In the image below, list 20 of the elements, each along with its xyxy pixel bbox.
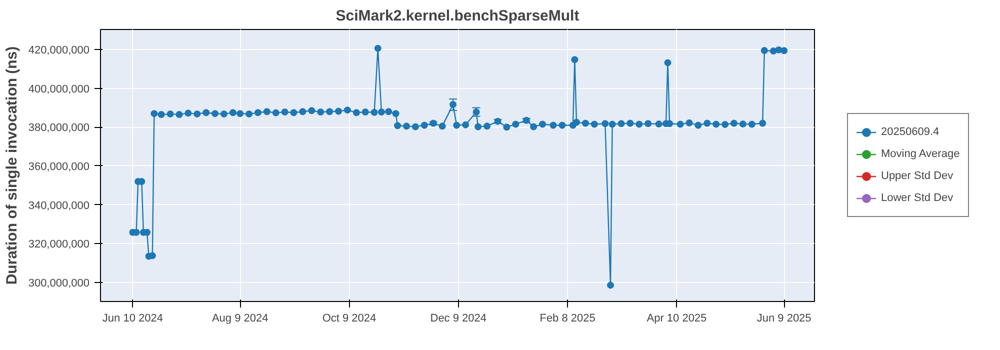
legend-label: Lower Std Dev: [881, 192, 954, 204]
x-tick-label: Jun 10 2024: [102, 312, 163, 324]
x-tick-label: Oct 9 2024: [322, 312, 376, 324]
y-tick-label: 320,000,000: [28, 238, 90, 251]
y-tick-label: 380,000,000: [28, 122, 90, 134]
legend-label: 20250609.4: [881, 126, 940, 138]
y-tick-label: 400,000,000: [28, 83, 90, 96]
y-tick-label: 340,000,000: [28, 200, 90, 212]
x-tick-label: Dec 9 2024: [430, 312, 487, 324]
legend-label: Upper Std Dev: [881, 170, 954, 182]
y-axis-title: Duration of single invocation (ns): [3, 46, 20, 285]
y-tick-label: 420,000,000: [28, 44, 90, 56]
x-tick-label: Jun 9 2025: [756, 312, 812, 324]
x-tick-label: Aug 9 2024: [212, 312, 268, 324]
y-tick-label: 360,000,000: [28, 160, 90, 173]
chart-title: SciMark2.kernel.benchSparseMult: [336, 8, 580, 24]
legend-label: Moving Average: [881, 148, 960, 160]
x-tick-label: Apr 10 2025: [646, 312, 707, 324]
y-tick-label: 300,000,000: [28, 277, 90, 290]
x-tick-label: Feb 8 2025: [540, 312, 596, 324]
